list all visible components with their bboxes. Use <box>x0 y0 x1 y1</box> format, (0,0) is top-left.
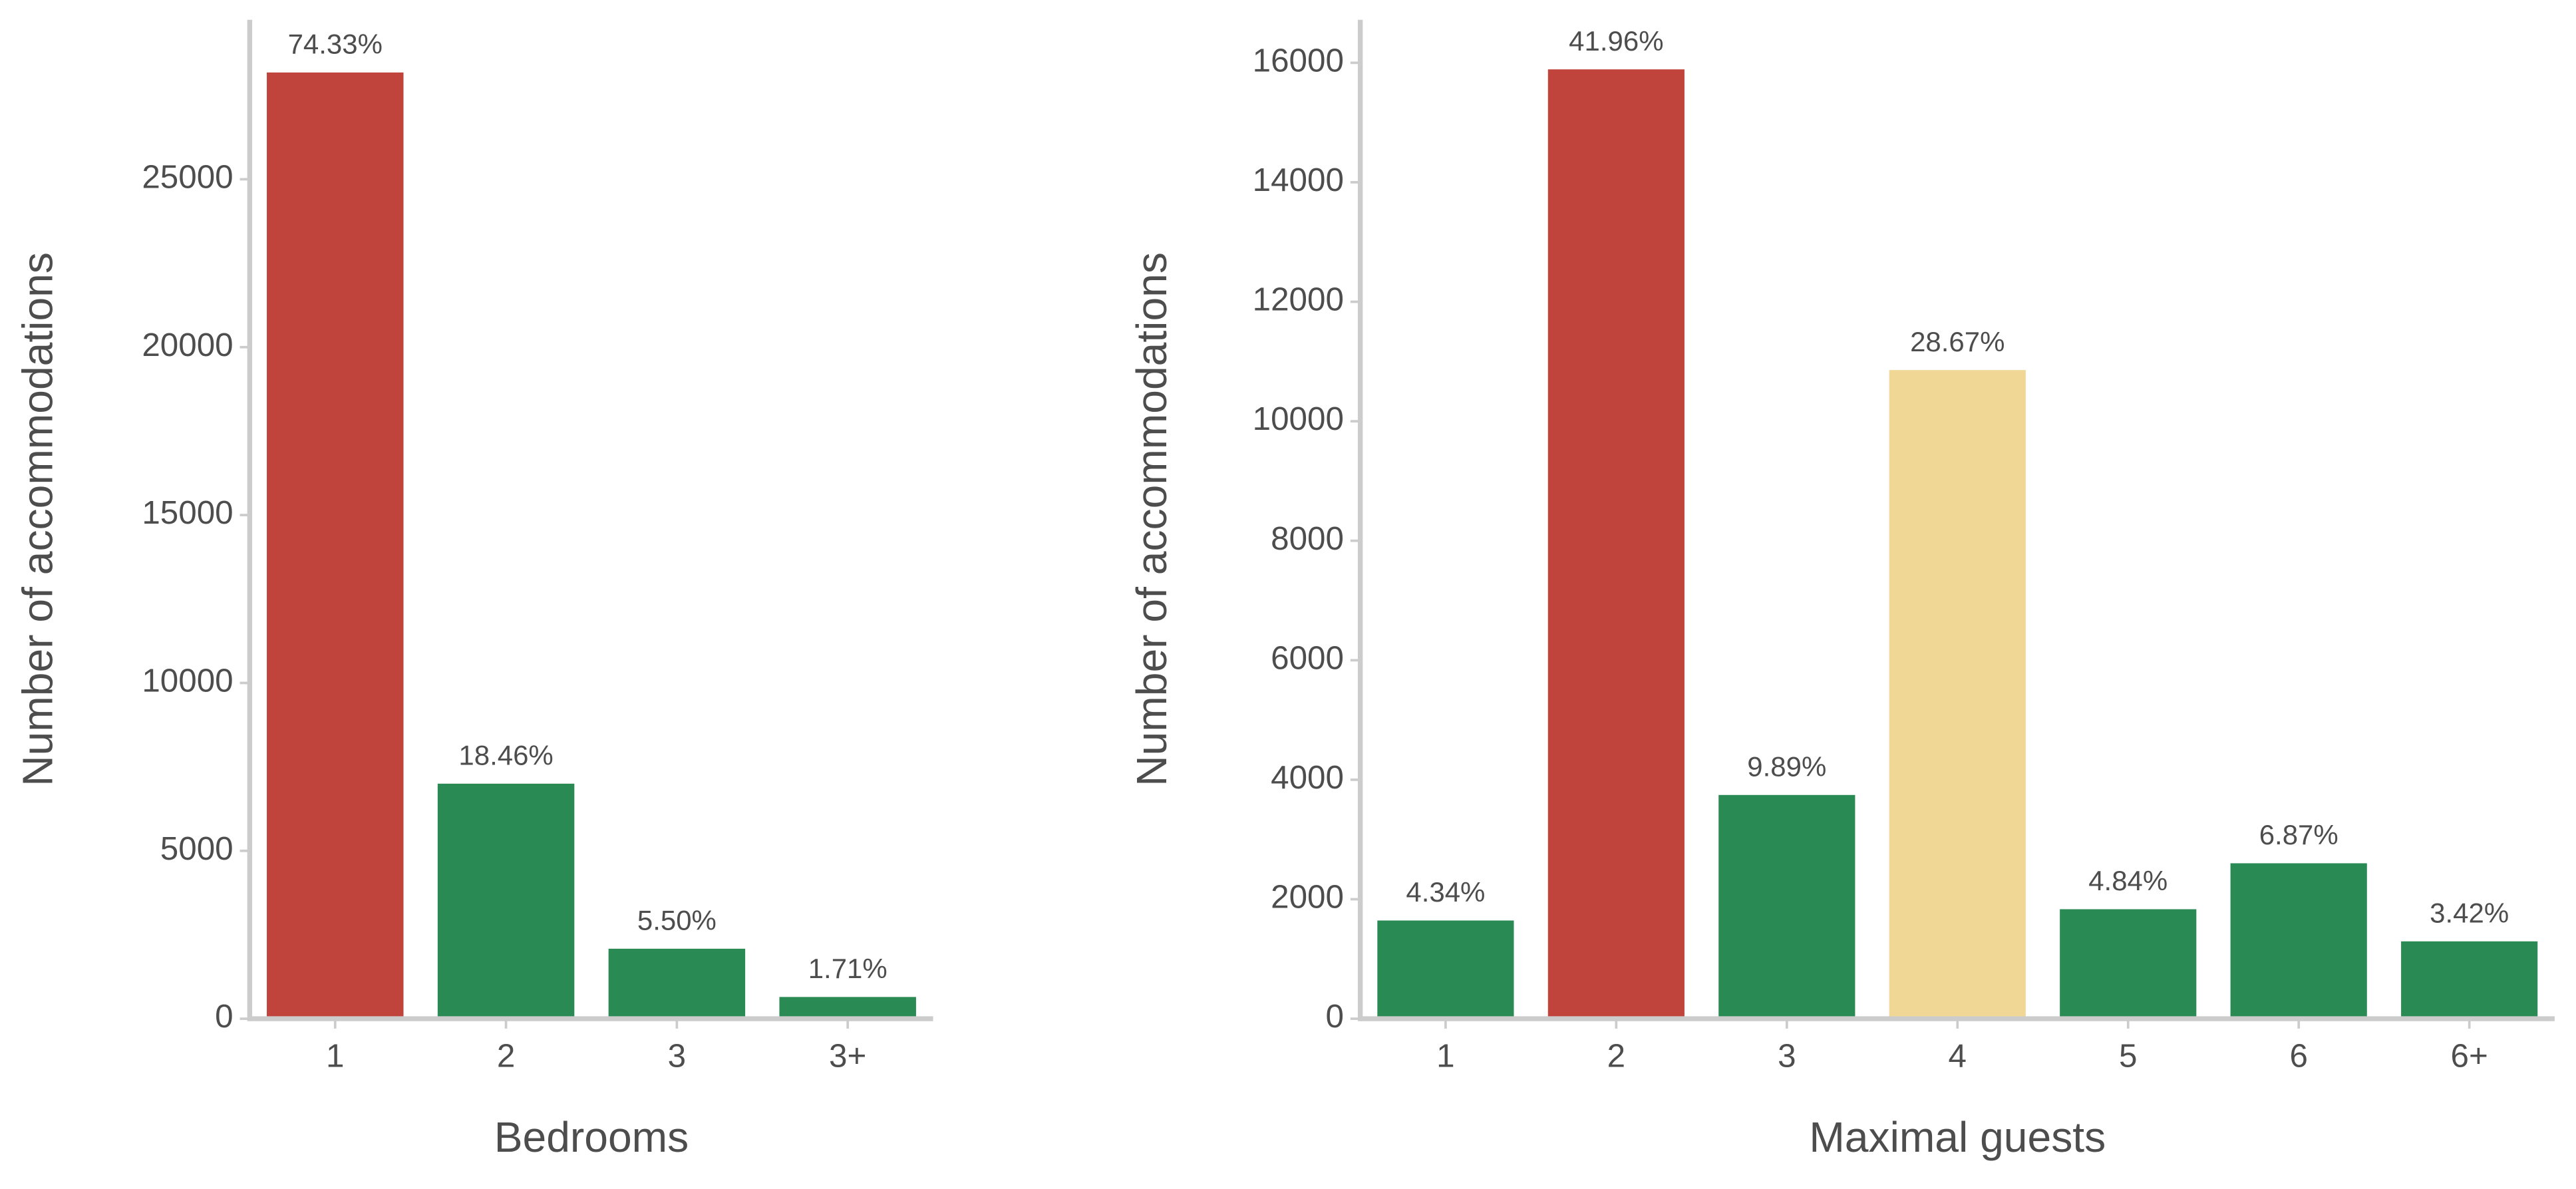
bar-label: 4.34% <box>1406 876 1485 908</box>
y-tick-label: 25000 <box>142 158 233 195</box>
bar-label: 41.96% <box>1569 25 1663 57</box>
y-tick-label: 10000 <box>1253 401 1344 437</box>
bar-label: 18.46% <box>458 739 553 770</box>
bar-label: 9.89% <box>1747 751 1826 782</box>
bar-label: 4.84% <box>2088 865 2168 896</box>
bar <box>1889 370 2026 1019</box>
bar <box>1377 920 1514 1019</box>
y-axis-label: Number of accommodations <box>1128 252 1176 786</box>
y-tick-label: 16000 <box>1253 42 1344 79</box>
bar <box>2060 909 2197 1019</box>
bar-label: 6.87% <box>2259 819 2338 850</box>
x-tick-label: 1 <box>326 1037 344 1074</box>
y-tick-label: 0 <box>215 998 233 1035</box>
y-tick-label: 6000 <box>1271 639 1344 676</box>
bar <box>2401 941 2538 1019</box>
x-tick-label: 3 <box>1778 1037 1796 1074</box>
y-tick-label: 14000 <box>1253 162 1344 198</box>
x-tick-label: 1 <box>1436 1037 1454 1074</box>
bar-label: 5.50% <box>637 904 717 935</box>
y-tick-label: 15000 <box>142 494 233 531</box>
y-tick-label: 2000 <box>1271 879 1344 916</box>
y-axis-label: Number of accommodations <box>14 252 62 786</box>
y-tick-label: 0 <box>1325 998 1343 1035</box>
y-tick-label: 10000 <box>142 662 233 699</box>
x-axis-label: Maximal guests <box>1809 1113 2106 1161</box>
y-tick-label: 5000 <box>160 830 234 867</box>
x-tick-label: 2 <box>1607 1037 1625 1074</box>
x-tick-label: 3 <box>668 1037 686 1074</box>
bar-label: 74.33% <box>288 29 383 60</box>
x-tick-label: 3+ <box>829 1037 866 1074</box>
x-tick-label: 2 <box>497 1037 515 1074</box>
bar <box>779 997 916 1019</box>
bar <box>608 948 746 1019</box>
x-tick-label: 5 <box>2119 1037 2137 1074</box>
y-tick-label: 8000 <box>1271 520 1344 557</box>
y-tick-label: 20000 <box>142 327 233 363</box>
bar <box>1547 69 1685 1019</box>
x-tick-label: 6+ <box>2451 1037 2488 1074</box>
x-tick-label: 6 <box>2289 1037 2307 1074</box>
bar <box>1718 794 1855 1019</box>
x-axis-label: Bedrooms <box>494 1113 689 1161</box>
bar-label: 1.71% <box>808 953 887 984</box>
bar-label: 28.67% <box>1910 326 2005 357</box>
x-tick-label: 4 <box>1949 1037 1967 1074</box>
y-tick-label: 12000 <box>1253 281 1344 318</box>
bar <box>437 783 575 1019</box>
bar-label: 3.42% <box>2430 897 2509 928</box>
bar <box>2230 863 2367 1019</box>
y-tick-label: 4000 <box>1271 759 1344 796</box>
bar <box>267 72 404 1019</box>
